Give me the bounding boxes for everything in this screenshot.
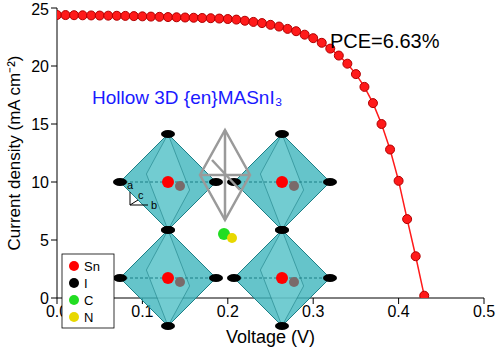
svg-text:I: I [84, 276, 88, 291]
svg-text:20: 20 [31, 58, 49, 75]
svg-text:25: 25 [31, 1, 49, 18]
svg-text:N: N [84, 310, 93, 325]
svg-text:0.5: 0.5 [473, 303, 495, 320]
svg-text:b: b [151, 199, 157, 211]
svg-text:0.2: 0.2 [217, 303, 239, 320]
svg-text:0.4: 0.4 [387, 303, 409, 320]
svg-text:Sn: Sn [84, 259, 100, 274]
svg-text:Hollow 3D {en}MASnI₃: Hollow 3D {en}MASnI₃ [92, 87, 282, 108]
svg-text:c: c [138, 189, 144, 201]
svg-text:0.1: 0.1 [131, 303, 153, 320]
svg-text:15: 15 [31, 116, 49, 133]
svg-text:Voltage (V): Voltage (V) [226, 327, 315, 347]
svg-text:C: C [84, 293, 93, 308]
svg-text:0.3: 0.3 [302, 303, 324, 320]
svg-text:0.0: 0.0 [46, 303, 68, 320]
svg-text:10: 10 [31, 174, 49, 191]
svg-text:0: 0 [40, 290, 49, 307]
svg-text:PCE=6.63%: PCE=6.63% [330, 30, 440, 52]
svg-text:Current density (mA cm⁻²): Current density (mA cm⁻²) [5, 56, 24, 251]
svg-text:a: a [127, 179, 134, 191]
svg-text:5: 5 [40, 232, 49, 249]
